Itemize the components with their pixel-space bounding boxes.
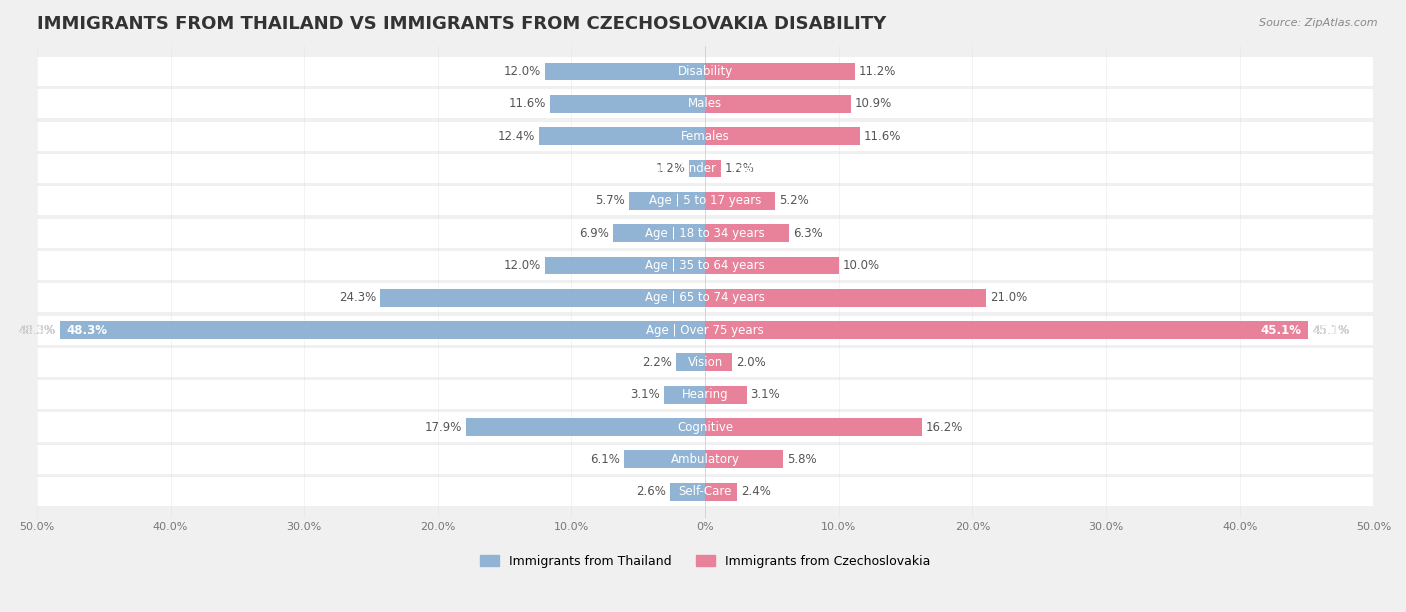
Text: Disability: Disability — [678, 65, 733, 78]
Bar — [706, 256, 839, 274]
Text: Age | 65 to 74 years: Age | 65 to 74 years — [645, 291, 765, 304]
Bar — [706, 321, 1308, 339]
Text: Cognitive: Cognitive — [678, 420, 733, 433]
Text: Females: Females — [681, 130, 730, 143]
Bar — [37, 445, 1374, 474]
Bar — [613, 224, 706, 242]
Bar — [689, 160, 706, 177]
Bar — [550, 95, 706, 113]
Text: 5.2%: 5.2% — [779, 194, 808, 207]
Bar — [706, 354, 733, 371]
Text: Hearing: Hearing — [682, 388, 728, 401]
Bar — [706, 95, 851, 113]
Text: Ambulatory: Ambulatory — [671, 453, 740, 466]
Legend: Immigrants from Thailand, Immigrants from Czechoslovakia: Immigrants from Thailand, Immigrants fro… — [475, 550, 935, 573]
Bar — [706, 62, 855, 80]
Text: Age | 35 to 64 years: Age | 35 to 64 years — [645, 259, 765, 272]
Bar — [37, 89, 1374, 118]
Bar — [465, 418, 706, 436]
Bar — [628, 192, 706, 210]
Text: 6.3%: 6.3% — [793, 226, 823, 240]
Text: 12.0%: 12.0% — [503, 259, 541, 272]
Bar — [706, 483, 737, 501]
Text: 3.1%: 3.1% — [751, 388, 780, 401]
Text: 45.1%: 45.1% — [1312, 324, 1350, 337]
Bar — [706, 386, 747, 403]
Text: 3.1%: 3.1% — [630, 388, 659, 401]
Text: 2.6%: 2.6% — [637, 485, 666, 498]
Bar — [706, 160, 721, 177]
Text: 5.8%: 5.8% — [786, 453, 817, 466]
Bar — [59, 321, 706, 339]
Text: 16.2%: 16.2% — [925, 420, 963, 433]
Text: 10.0%: 10.0% — [842, 259, 880, 272]
Bar — [664, 386, 706, 403]
Text: IMMIGRANTS FROM THAILAND VS IMMIGRANTS FROM CZECHOSLOVAKIA DISABILITY: IMMIGRANTS FROM THAILAND VS IMMIGRANTS F… — [37, 15, 886, 33]
Bar — [37, 186, 1374, 215]
Text: 11.6%: 11.6% — [509, 97, 546, 110]
Text: 45.1%: 45.1% — [1312, 324, 1350, 337]
Bar — [540, 127, 706, 145]
Bar — [37, 57, 1374, 86]
Text: 48.3%: 48.3% — [18, 324, 56, 337]
Text: 6.1%: 6.1% — [589, 453, 620, 466]
Text: 12.0%: 12.0% — [503, 65, 541, 78]
Bar — [676, 354, 706, 371]
Text: 12.4%: 12.4% — [498, 130, 536, 143]
Text: Males: Males — [688, 97, 723, 110]
Bar — [381, 289, 706, 307]
Text: 48.3%: 48.3% — [66, 324, 107, 337]
Bar — [37, 218, 1374, 248]
Text: 11.6%: 11.6% — [865, 130, 901, 143]
Text: Vision: Vision — [688, 356, 723, 369]
Text: Source: ZipAtlas.com: Source: ZipAtlas.com — [1260, 18, 1378, 28]
Text: 10.9%: 10.9% — [855, 97, 891, 110]
Bar — [37, 316, 1374, 345]
Bar — [37, 251, 1374, 280]
Bar — [706, 192, 775, 210]
Bar — [624, 450, 706, 468]
Bar — [706, 289, 986, 307]
Text: 24.3%: 24.3% — [339, 291, 377, 304]
Text: Age | 18 to 34 years: Age | 18 to 34 years — [645, 226, 765, 240]
Bar — [671, 483, 706, 501]
Text: 21.0%: 21.0% — [990, 291, 1026, 304]
Text: 5.7%: 5.7% — [595, 194, 624, 207]
Text: Age | 5 to 17 years: Age | 5 to 17 years — [650, 194, 761, 207]
Text: 2.4%: 2.4% — [741, 485, 770, 498]
Bar — [706, 418, 922, 436]
Bar — [706, 224, 789, 242]
Bar — [544, 256, 706, 274]
Bar — [37, 380, 1374, 409]
Text: 48.3%: 48.3% — [18, 324, 56, 337]
Bar — [706, 127, 860, 145]
Text: Age | Under 5 years: Age | Under 5 years — [647, 162, 763, 175]
Text: 45.1%: 45.1% — [1260, 324, 1301, 337]
Bar — [37, 154, 1374, 183]
Text: Age | Over 75 years: Age | Over 75 years — [647, 324, 763, 337]
Bar — [37, 283, 1374, 312]
Bar — [37, 412, 1374, 442]
Text: 1.2%: 1.2% — [655, 162, 685, 175]
Bar — [37, 348, 1374, 377]
Text: 17.9%: 17.9% — [425, 420, 463, 433]
Text: 6.9%: 6.9% — [579, 226, 609, 240]
Text: Self-Care: Self-Care — [679, 485, 731, 498]
Text: 2.0%: 2.0% — [735, 356, 766, 369]
Text: 1.2%: 1.2% — [725, 162, 755, 175]
Bar — [544, 62, 706, 80]
Bar — [37, 122, 1374, 151]
Text: 2.2%: 2.2% — [641, 356, 672, 369]
Text: 11.2%: 11.2% — [859, 65, 896, 78]
Bar — [37, 477, 1374, 506]
Bar — [706, 450, 783, 468]
